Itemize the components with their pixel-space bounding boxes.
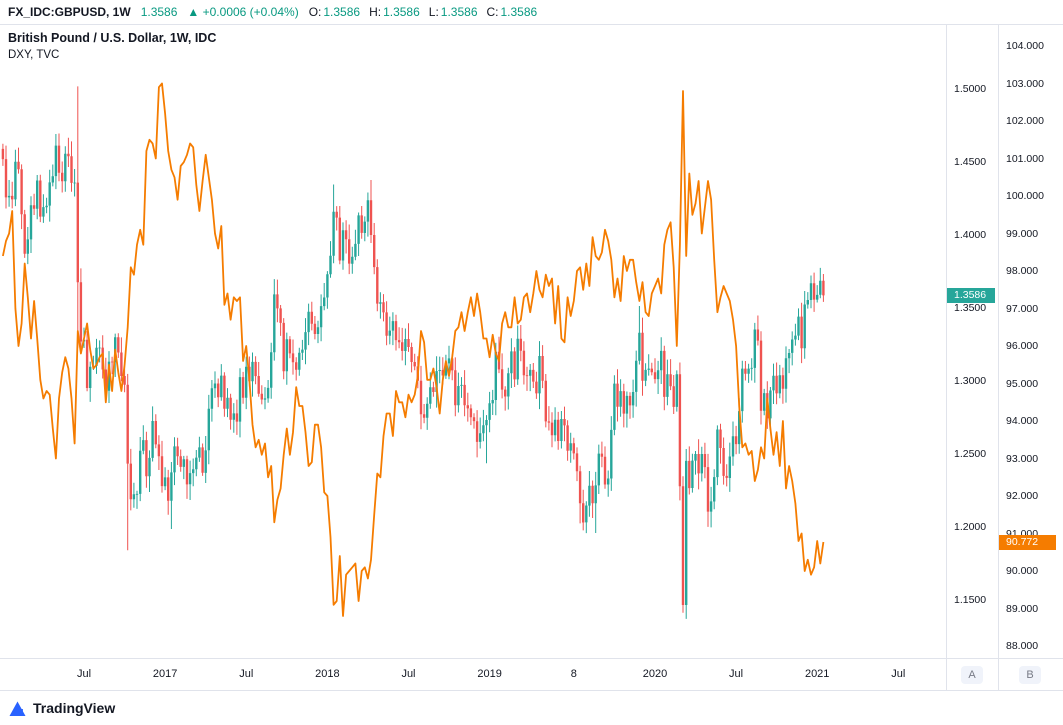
time-tick: Jul [891,668,906,680]
gbp-price-tick: 1.1500 [954,594,987,606]
time-tick: Jul [729,668,744,680]
symbol-title: FX_IDC:GBPUSD, 1W [8,5,131,19]
time-tick: 2019 [477,668,502,680]
chart-legend: British Pound / U.S. Dollar, 1W, IDC DXY… [8,31,216,61]
dxy-price-tick: 88.000 [1006,640,1039,652]
dxy-price-tick: 104.000 [1006,40,1044,52]
scale-b-button[interactable]: B [1019,666,1041,684]
dxy-price-tick: 90.000 [1006,565,1039,577]
dxy-price-tick: 93.000 [1006,452,1039,465]
dxy-price-tick: 100.000 [1006,190,1044,202]
dxy-price-tick: 95.000 [1006,377,1039,390]
time-tick: 2020 [642,668,668,680]
time-tick: 8 [570,668,577,680]
legend-overlay-series[interactable]: DXY, TVC [8,49,60,61]
gbp-price-tick: 1.3000 [954,375,987,387]
price-chart[interactable] [0,25,946,658]
dxy-price-tick: 92.000 [1006,490,1039,502]
time-tick: Jul [239,668,254,680]
gbp-price-tick: 1.4500 [954,156,987,168]
dxy-price-tick: 102.000 [1006,115,1044,127]
price-change: ▲ +0.0006 (+0.04%) [187,5,298,19]
gbp-price-tick: 1.4000 [954,229,987,241]
scale-separator [998,659,999,690]
close-value: C: 1.3586 [486,5,538,19]
time-tick: Jul [76,668,92,680]
gbp-price-tick: 1.5000 [954,83,987,95]
footer: TradingView [0,691,1063,725]
dxy-price-tick: 99.000 [1006,227,1039,240]
time-tick: Jul [401,668,416,680]
time-tick: 2021 [804,668,830,680]
gbp-price-tick: 1.2500 [954,448,987,460]
scale-separator [946,659,947,690]
dxy-price-tick: 89.000 [1006,602,1039,615]
price-scale-dxy[interactable]: 90.772 104.000 103.000 102.000 101.000 100.0… [998,25,1063,658]
gbp-price-tick: 1.3500 [954,302,987,314]
dxy-price-tick: 97.000 [1006,302,1039,315]
legend-main-series[interactable]: British Pound / U.S. Dollar, 1W, IDC [8,31,217,45]
last-price: 1.3586 [140,5,178,19]
low-value: L: 1.3586 [428,5,478,19]
up-arrow-icon: ▲ [187,5,200,19]
time-tick: 2017 [152,668,178,680]
dxy-price-tick: 96.000 [1006,340,1039,352]
dxy-price-tick: 101.000 [1006,152,1044,165]
symbol-info-bar: FX_IDC:GBPUSD, 1W 1.3586 ▲ +0.0006 (+0.0… [0,0,1063,25]
scale-a-button[interactable]: A [961,666,983,684]
tradingview-logo-icon[interactable] [8,700,27,717]
gbp-last-price-badge: 1.3586 [947,287,995,303]
open-value: O: 1.3586 [308,5,361,19]
gbp-price-tick: 1.2000 [954,521,987,533]
tradingview-logo-text[interactable]: TradingView [33,700,116,716]
dxy-last-price-badge: 90.772 [999,534,1056,550]
ohlc-values: O: 1.3586 H: 1.3586 L: 1.3586 C: 1.3586 [309,5,538,19]
high-value: H: 1.3586 [369,5,420,19]
dxy-price-tick: 103.000 [1006,77,1044,90]
dxy-price-tick: 98.000 [1006,265,1039,277]
chart-pane[interactable]: British Pound / U.S. Dollar, 1W, IDC DXY… [0,25,946,658]
price-scale-gbp[interactable]: 1.3586 1.5000 1.4500 1.4000 1.3500 1.3000 1.2… [946,25,998,658]
time-tick: 2018 [315,668,340,680]
price-change-text: +0.0006 (+0.04%) [202,5,299,19]
time-axis[interactable]: A B Jul 2017 Jul 2018 Jul 2019 8 2020 Jul 2021 Jul [0,658,1063,691]
dxy-price-tick: 94.000 [1006,415,1039,427]
